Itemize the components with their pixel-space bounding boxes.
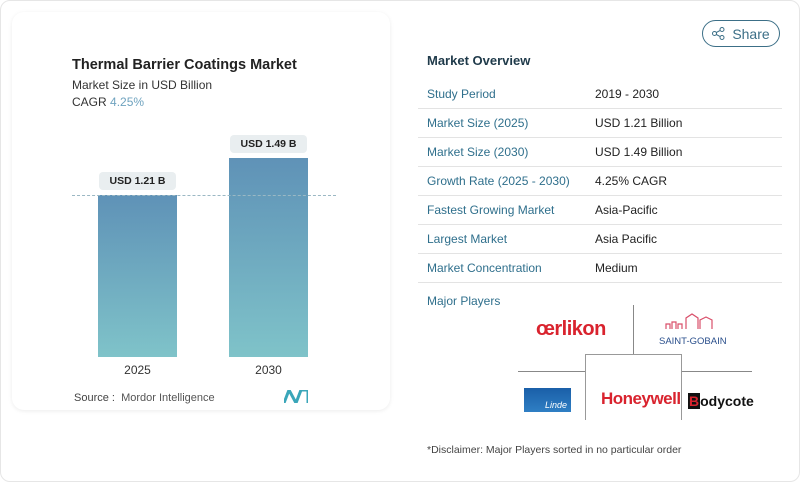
divider [682, 371, 752, 372]
overview-row: Largest Market Asia Pacific [418, 225, 782, 254]
overview-row: Fastest Growing Market Asia-Pacific [418, 196, 782, 225]
overview-value: USD 1.21 Billion [595, 116, 683, 130]
linde-logo: Linde [524, 388, 571, 412]
overview-key: Study Period [427, 87, 496, 101]
overview-row: Study Period 2019 - 2030 [418, 80, 782, 109]
overview-key: Fastest Growing Market [427, 203, 555, 217]
major-players-title: Major Players [427, 294, 501, 308]
overview-row: Market Size (2030) USD 1.49 Billion [418, 138, 782, 167]
share-button[interactable]: Share [702, 20, 780, 47]
chart-subtitle: Market Size in USD Billion [72, 78, 213, 92]
cagr-value: 4.25% [110, 95, 145, 109]
disclaimer: *Disclaimer: Major Players sorted in no … [427, 444, 682, 456]
overview-row: Market Concentration Medium [418, 254, 782, 283]
overview-row: Market Size (2025) USD 1.21 Billion [418, 109, 782, 138]
divider [633, 305, 634, 354]
data-label: USD 1.49 B [230, 135, 307, 153]
overview-value: Asia Pacific [595, 232, 658, 246]
x-tick-label: 2030 [255, 363, 282, 377]
data-label: USD 1.21 B [99, 172, 176, 191]
overview-key: Market Concentration [427, 261, 542, 275]
overview-value: Medium [595, 261, 638, 275]
source-value: Mordor Intelligence [121, 392, 215, 404]
chart-cagr: CAGR 4.25% [72, 95, 144, 109]
overview-value: 2019 - 2030 [595, 87, 660, 101]
overview-key: Market Size (2025) [427, 116, 529, 130]
share-label: Share [732, 25, 770, 42]
bodycote-logo: Bodycote [688, 393, 754, 409]
source-label: Source : [74, 392, 115, 404]
oerlikon-logo: œrlikon [536, 318, 606, 340]
overview-key: Growth Rate (2025 - 2030) [427, 174, 570, 188]
chart-title: Thermal Barrier Coatings Market [72, 57, 297, 73]
share-icon [712, 27, 725, 40]
chart-card [12, 12, 390, 410]
overview-title: Market Overview [427, 53, 531, 68]
overview-key: Market Size (2030) [427, 145, 529, 159]
bar-2025 [98, 195, 177, 357]
bar-2030 [229, 158, 308, 357]
overview-row: Growth Rate (2025 - 2030) 4.25% CAGR [418, 167, 782, 196]
divider [518, 371, 585, 372]
overview-value: 4.25% CAGR [595, 174, 668, 188]
overview-value: Asia-Pacific [595, 203, 658, 217]
reference-line [72, 195, 336, 196]
overview-key: Largest Market [427, 232, 508, 246]
mordor-logo-icon [284, 390, 308, 403]
honeywell-logo: Honeywell [601, 389, 681, 408]
saint-gobain-logo: SAINT-GOBAIN [659, 312, 732, 347]
cagr-label: CAGR [72, 95, 107, 109]
honeywell-box [585, 354, 682, 420]
saint-gobain-skyline-icon [665, 313, 713, 329]
x-tick-label: 2025 [124, 363, 151, 377]
overview-value: USD 1.49 Billion [595, 145, 683, 159]
chart-source: Source : Mordor Intelligence [74, 392, 215, 404]
